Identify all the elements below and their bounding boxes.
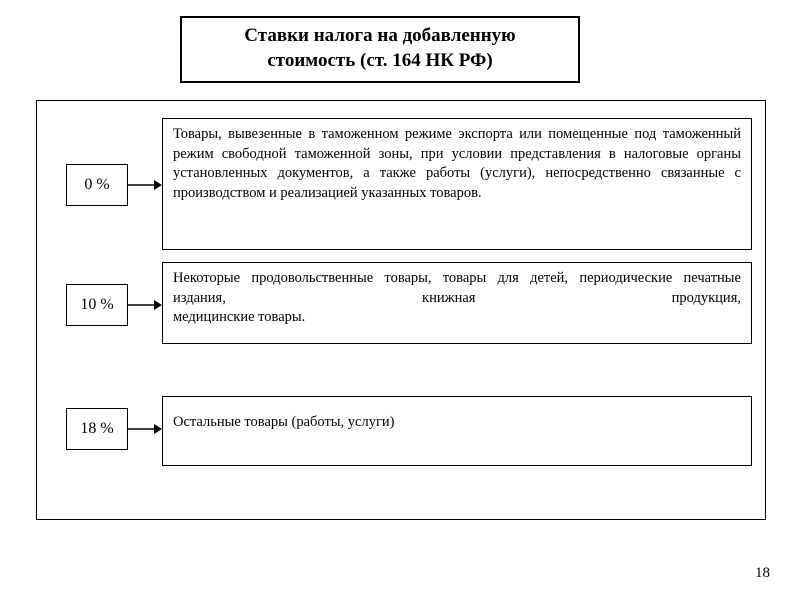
rate-box-1: 10 % — [66, 284, 128, 326]
desc-text: Остальные товары (работы, услуги) — [173, 414, 395, 430]
desc-text: медицинские товары. — [173, 308, 741, 328]
desc-box-0: Товары, вывезенные в таможенном режиме э… — [162, 118, 752, 250]
desc-box-1: Некоторые продовольственные товары, това… — [162, 262, 752, 344]
title-line2: стоимость (ст. 164 НК РФ) — [267, 50, 492, 71]
rate-label: 0 % — [84, 176, 109, 194]
page-number: 18 — [755, 565, 770, 582]
desc-text: Некоторые продовольственные товары, това… — [173, 269, 741, 308]
rate-box-2: 18 % — [66, 408, 128, 450]
title-line1: Ставки налога на добавленную — [244, 25, 515, 46]
rate-label: 18 % — [80, 420, 113, 438]
rate-box-0: 0 % — [66, 164, 128, 206]
rate-label: 10 % — [80, 296, 113, 314]
title-box: Ставки налога на добавленную стоимость (… — [180, 16, 580, 83]
desc-box-2: Остальные товары (работы, услуги) — [162, 396, 752, 466]
desc-text: Товары, вывезенные в таможенном режиме э… — [173, 126, 741, 201]
